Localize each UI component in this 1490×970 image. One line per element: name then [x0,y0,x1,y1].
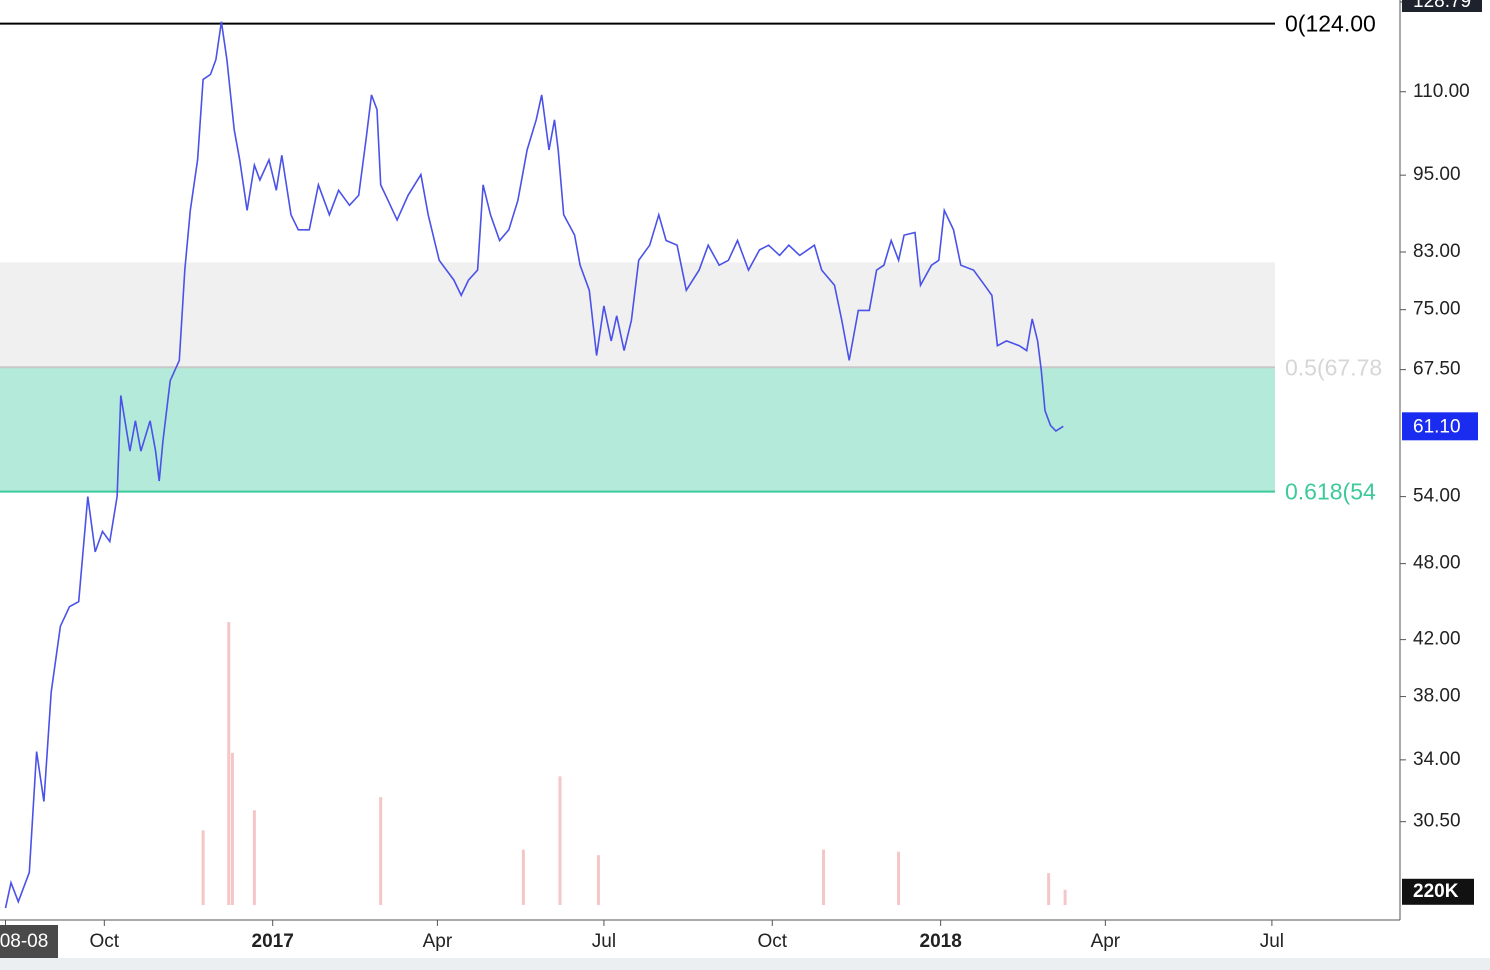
x-tick-label: Apr [423,931,453,952]
fib-band [0,262,1275,368]
y-max-box [1402,0,1482,12]
x-tick-label: Apr [1091,931,1121,952]
y-tick-label: 128.79 [1413,0,1471,12]
y-tick-label: 42.00 [1413,629,1461,650]
x-axis-panel [0,920,1400,958]
volume-bar [252,810,256,905]
y-tick-label: 38.00 [1413,686,1461,707]
y-tick-label: 95.00 [1413,164,1461,185]
volume-bar [596,855,600,905]
y-tick-label: 83.00 [1413,241,1461,262]
volume-bar [227,622,231,905]
y-tick-label: 67.50 [1413,359,1461,380]
x-tick-label: 2017 [252,931,294,952]
y-tick-label: 34.00 [1413,749,1461,770]
x-tick-label: 2018 [920,931,962,952]
y-tick-label: 110.00 [1413,81,1470,102]
volume-bar [379,797,383,905]
volume-bar [822,849,826,905]
y-tick-label: 54.00 [1413,486,1461,507]
fib-level-label: 0(124.00 [1285,11,1376,37]
fib-band [0,367,1275,492]
y-tick-label: 48.00 [1413,553,1461,574]
fib-level-label: 0.618(54 [1285,479,1376,505]
volume-bar [201,830,205,905]
volume-bar [897,851,901,905]
x-tick-label: Oct [758,931,788,952]
fib-level-label: 0.5(67.78 [1285,354,1382,380]
last-price-label: 61.10 [1413,416,1461,437]
last-price-box [1402,412,1478,441]
volume-label: 220K [1413,881,1459,902]
y-tick-label: 75.00 [1413,299,1461,320]
volume-bar [521,849,525,905]
price-line [4,21,1064,909]
bottom-strip [0,958,1490,970]
volume-bar [1047,873,1051,905]
x-tick-label: Oct [90,931,120,952]
y-axis-panel [1400,0,1490,958]
x-tick-label: Jul [592,931,616,952]
x-tick-label: 08-08 [0,931,48,952]
x-tick-label: Jul [1260,931,1284,952]
volume-label-box [1402,878,1474,905]
y-tick-label: 30.50 [1413,811,1461,832]
x-crosshair-box [0,925,58,958]
volume-bar [558,776,562,905]
volume-bar [230,752,234,905]
volume-bar [1063,889,1067,905]
